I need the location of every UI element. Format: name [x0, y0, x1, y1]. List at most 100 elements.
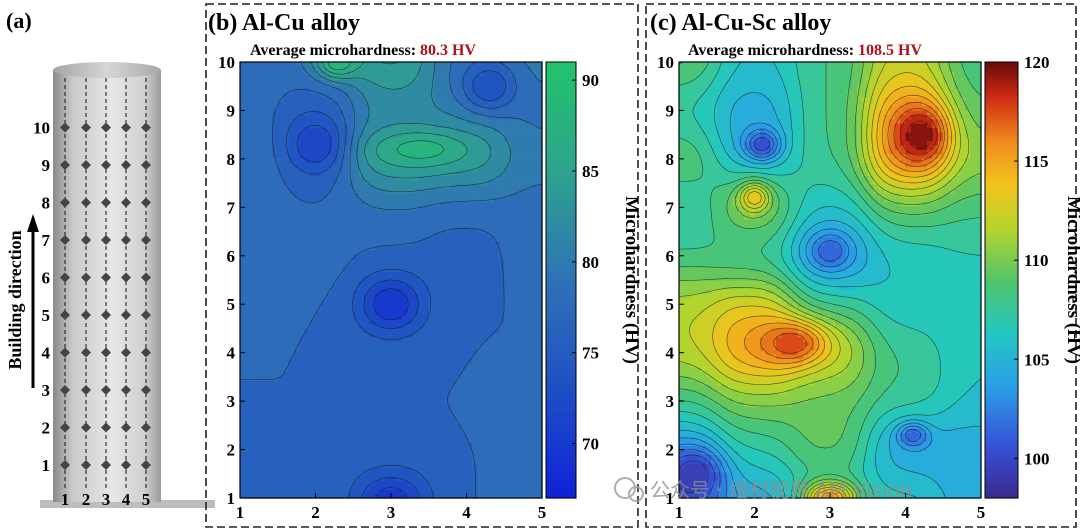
y-tick-label: 10	[657, 53, 674, 72]
colorbar-tick-label: 70	[582, 435, 599, 454]
y-tick-label: 5	[227, 295, 236, 314]
indent-point	[121, 272, 131, 283]
colorbar-tick-label: 105	[1024, 350, 1050, 369]
watermark-text: 公众号 · 增材视界 AM Vision	[650, 478, 912, 502]
x-tick-label: 4	[901, 503, 910, 522]
y-tick-label: 3	[227, 392, 236, 411]
y-tick-label: 6	[227, 247, 236, 266]
colorbar-tick-label: 115	[1024, 152, 1049, 171]
indent-point	[141, 160, 151, 170]
row-label: 4	[42, 344, 51, 363]
x-tick-label: 3	[826, 503, 835, 522]
x-tick-label: 2	[750, 503, 759, 522]
x-tick-label: 3	[387, 503, 396, 522]
row-label: 10	[33, 119, 50, 138]
indent-point	[141, 272, 151, 283]
indent-point	[101, 160, 111, 170]
colorbar-tick-label: 100	[1024, 449, 1050, 468]
panel-b-average: Average microhardness: 80.3 HV	[250, 42, 476, 59]
panel-b-label: (b)	[208, 10, 237, 36]
indent-point	[141, 122, 151, 133]
colorbar-tick-label: 85	[582, 162, 599, 181]
indent-point	[141, 422, 151, 433]
colorbar-tick-label: 80	[582, 253, 599, 272]
indent-point	[141, 310, 151, 320]
indent-point	[81, 272, 91, 283]
indent-point	[101, 197, 111, 208]
colorbar-label: Microhardness (HV)	[1063, 196, 1080, 364]
colorbar-tick-label: 75	[582, 344, 599, 363]
panel-b-heading: (b) Al-Cu alloy	[208, 10, 360, 36]
indent-point	[81, 235, 91, 245]
watermark-logo-icon-small	[628, 486, 644, 502]
panel-a-label: (a)	[6, 8, 32, 33]
column-label: 5	[142, 490, 151, 509]
watermark: 公众号 · 增材视界 AM Vision	[614, 477, 912, 502]
contour-fill	[240, 62, 543, 499]
row-label: 2	[42, 419, 51, 438]
indent-point	[141, 197, 151, 208]
colorbar: 100 105 110 115 120 Microhardness (HV)	[984, 53, 1080, 499]
indent-point	[101, 122, 111, 133]
indent-point	[121, 385, 131, 395]
indent-point	[81, 122, 91, 133]
building-direction-arrow	[27, 214, 39, 388]
row-label: 8	[42, 194, 51, 213]
indent-point	[121, 122, 131, 133]
substrate-plate	[40, 500, 215, 508]
measurement-columns	[64, 78, 147, 490]
indent-point	[60, 272, 70, 283]
indent-point	[141, 347, 151, 358]
panel-b-average-label: Average microhardness:	[250, 42, 420, 59]
indent-point	[101, 385, 111, 395]
indent-point	[141, 385, 151, 395]
indent-point	[81, 422, 91, 433]
row-label: 5	[42, 306, 51, 325]
indent-point	[60, 347, 70, 358]
contour-map-al-cu-sc: 1 2 3 4 5 1 2 3 4 5 6 7 8 9 10 100 105 110 115 120 Microhard…	[657, 53, 1080, 522]
panel-c: (c) Al-Cu-Sc alloy Average microhardness…	[645, 3, 1080, 528]
x-tick-label: 4	[462, 503, 471, 522]
indent-point	[141, 460, 151, 470]
y-tick-label: 7	[666, 198, 675, 217]
indent-point	[81, 160, 91, 170]
indent-point	[121, 460, 131, 470]
y-tick-label: 1	[666, 489, 675, 508]
indent-point	[60, 235, 70, 245]
panel-c-average: Average microhardness: 108.5 HV	[688, 42, 922, 59]
colorbar-tick-label: 90	[582, 71, 599, 90]
column-label: 2	[82, 490, 91, 509]
y-tick-label: 10	[218, 53, 235, 72]
colorbar-tick-label: 110	[1024, 251, 1049, 270]
y-tick-label: 5	[666, 295, 675, 314]
indent-point	[60, 160, 70, 170]
row-label: 3	[42, 381, 51, 400]
contour-lines	[240, 61, 543, 499]
indent-point	[60, 197, 70, 208]
x-tick-label: 5	[977, 503, 986, 522]
x-tick-label: 1	[675, 503, 684, 522]
y-tick-label: 1	[227, 489, 236, 508]
panel-c-title: Al-Cu-Sc alloy	[681, 10, 831, 36]
row-label: 9	[42, 156, 51, 175]
indent-point	[81, 347, 91, 358]
y-tick-label: 9	[666, 101, 675, 120]
indent-point	[121, 347, 131, 358]
axis-ticks: 1 2 3 4 5 1 2 3 4 5 6 7 8 9 10	[218, 53, 546, 522]
indent-point	[81, 385, 91, 395]
indent-point	[121, 235, 131, 245]
y-tick-label: 3	[666, 392, 675, 411]
colorbar-label: Microhardness (HV)	[621, 196, 642, 364]
panel-c-average-label: Average microhardness:	[688, 42, 858, 59]
indent-point	[81, 310, 91, 320]
indent-point	[60, 310, 70, 320]
y-tick-label: 4	[666, 344, 675, 363]
building-direction-label: Building direction	[5, 230, 25, 369]
indent-point	[121, 310, 131, 320]
panel-b-title: Al-Cu alloy	[242, 10, 360, 36]
y-tick-label: 2	[666, 441, 675, 460]
y-tick-label: 9	[227, 101, 236, 120]
deposited-wall	[53, 70, 161, 502]
